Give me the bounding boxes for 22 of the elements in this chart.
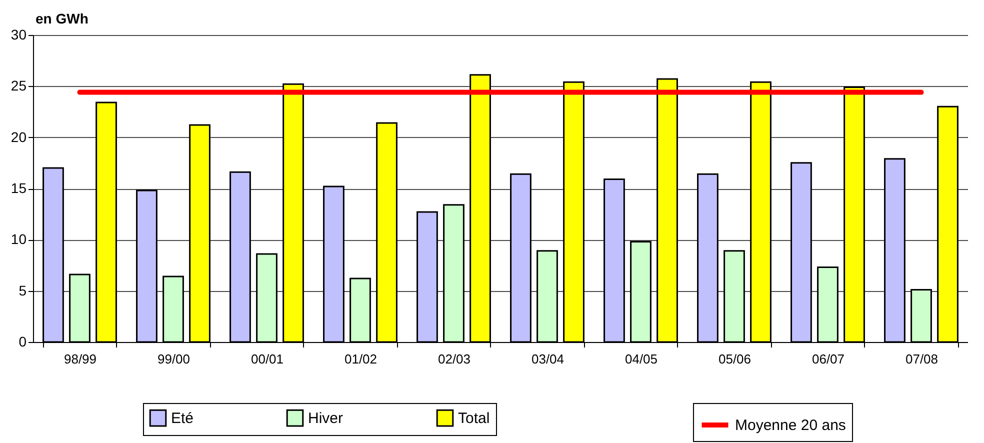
legend-label: Eté bbox=[171, 410, 194, 428]
legend-label: Hiver bbox=[308, 410, 344, 428]
x-tick-label: 98/99 bbox=[64, 352, 97, 366]
y-tick-label: 0 bbox=[18, 334, 27, 350]
y-tick-label: 5 bbox=[18, 282, 27, 298]
x-tick-label: 07/08 bbox=[905, 352, 938, 366]
y-tick-label: 25 bbox=[10, 78, 27, 94]
x-tick-label: 00/01 bbox=[250, 352, 284, 366]
y-axis-title: en GWh bbox=[36, 10, 88, 26]
x-tick-label: 99/00 bbox=[157, 352, 190, 366]
x-tick-label: 02/03 bbox=[438, 352, 471, 366]
y-tick-label: 30 bbox=[10, 26, 27, 42]
y-tick-label: 10 bbox=[10, 231, 27, 248]
x-tick-label: 05/06 bbox=[718, 352, 752, 366]
x-tick-label: 03/04 bbox=[531, 352, 564, 366]
x-tick-label: 04/05 bbox=[624, 352, 658, 366]
x-tick-label: 01/02 bbox=[344, 352, 378, 366]
legend-label: Total bbox=[458, 410, 490, 428]
y-tick-label: 15 bbox=[10, 180, 27, 196]
x-tick-label: 06/07 bbox=[812, 352, 845, 366]
legend-label: Moyenne 20 ans bbox=[735, 417, 846, 434]
y-tick-label: 20 bbox=[10, 128, 27, 145]
